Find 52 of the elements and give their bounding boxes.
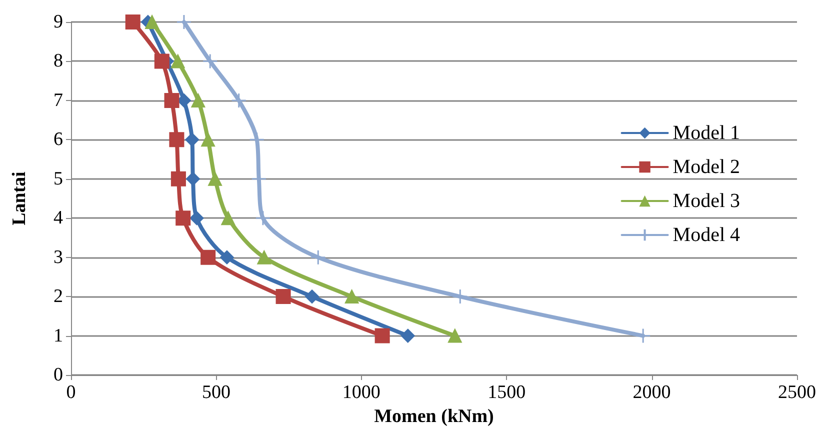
point [170,171,186,186]
point [164,92,180,108]
x-tick-label: 1000 [342,382,380,403]
point [344,290,359,304]
legend-label: Model 3 [672,190,740,212]
point [400,328,415,343]
y-tick-label: 3 [54,246,63,268]
point [201,132,216,147]
y-tick-label: 9 [54,12,63,32]
legend-label: Model 2 [672,156,740,178]
x-tick-label: 2500 [778,382,816,403]
point [176,210,191,226]
point [255,210,271,226]
point [276,289,291,304]
point [145,15,160,29]
point [374,328,390,344]
point [310,250,326,266]
x-tick-label: 1500 [488,382,526,403]
x-tick-label: 2000 [632,382,671,403]
point [200,250,216,265]
legend-label: Model 4 [672,224,740,246]
point [191,93,206,108]
point [176,14,192,30]
y-tick-label: 0 [54,364,63,386]
point [220,250,234,264]
y-axis-title: Lantai [9,172,30,226]
point [257,250,272,264]
point [448,328,462,343]
y-tick-label: 7 [54,90,63,111]
point [125,14,140,30]
point [221,211,236,226]
point [202,53,218,69]
point [635,328,651,344]
y-tick-label: 6 [54,129,63,150]
point [190,211,204,226]
point [169,132,184,148]
point [208,172,222,186]
point [154,54,170,69]
y-tick-label: 8 [54,50,63,72]
point [185,132,200,147]
y-tick-label: 1 [54,325,63,346]
point [170,54,185,68]
x-tick-label: 500 [202,382,230,403]
point [305,290,320,304]
point [231,92,247,108]
point [452,288,468,304]
y-tick-label: 2 [54,286,63,308]
x-axis-title: Momen (kNm) [374,406,494,427]
point [186,172,200,186]
legend-label: Model 1 [672,122,740,144]
y-tick-label: 4 [54,208,64,229]
y-tick-label: 5 [54,168,63,190]
